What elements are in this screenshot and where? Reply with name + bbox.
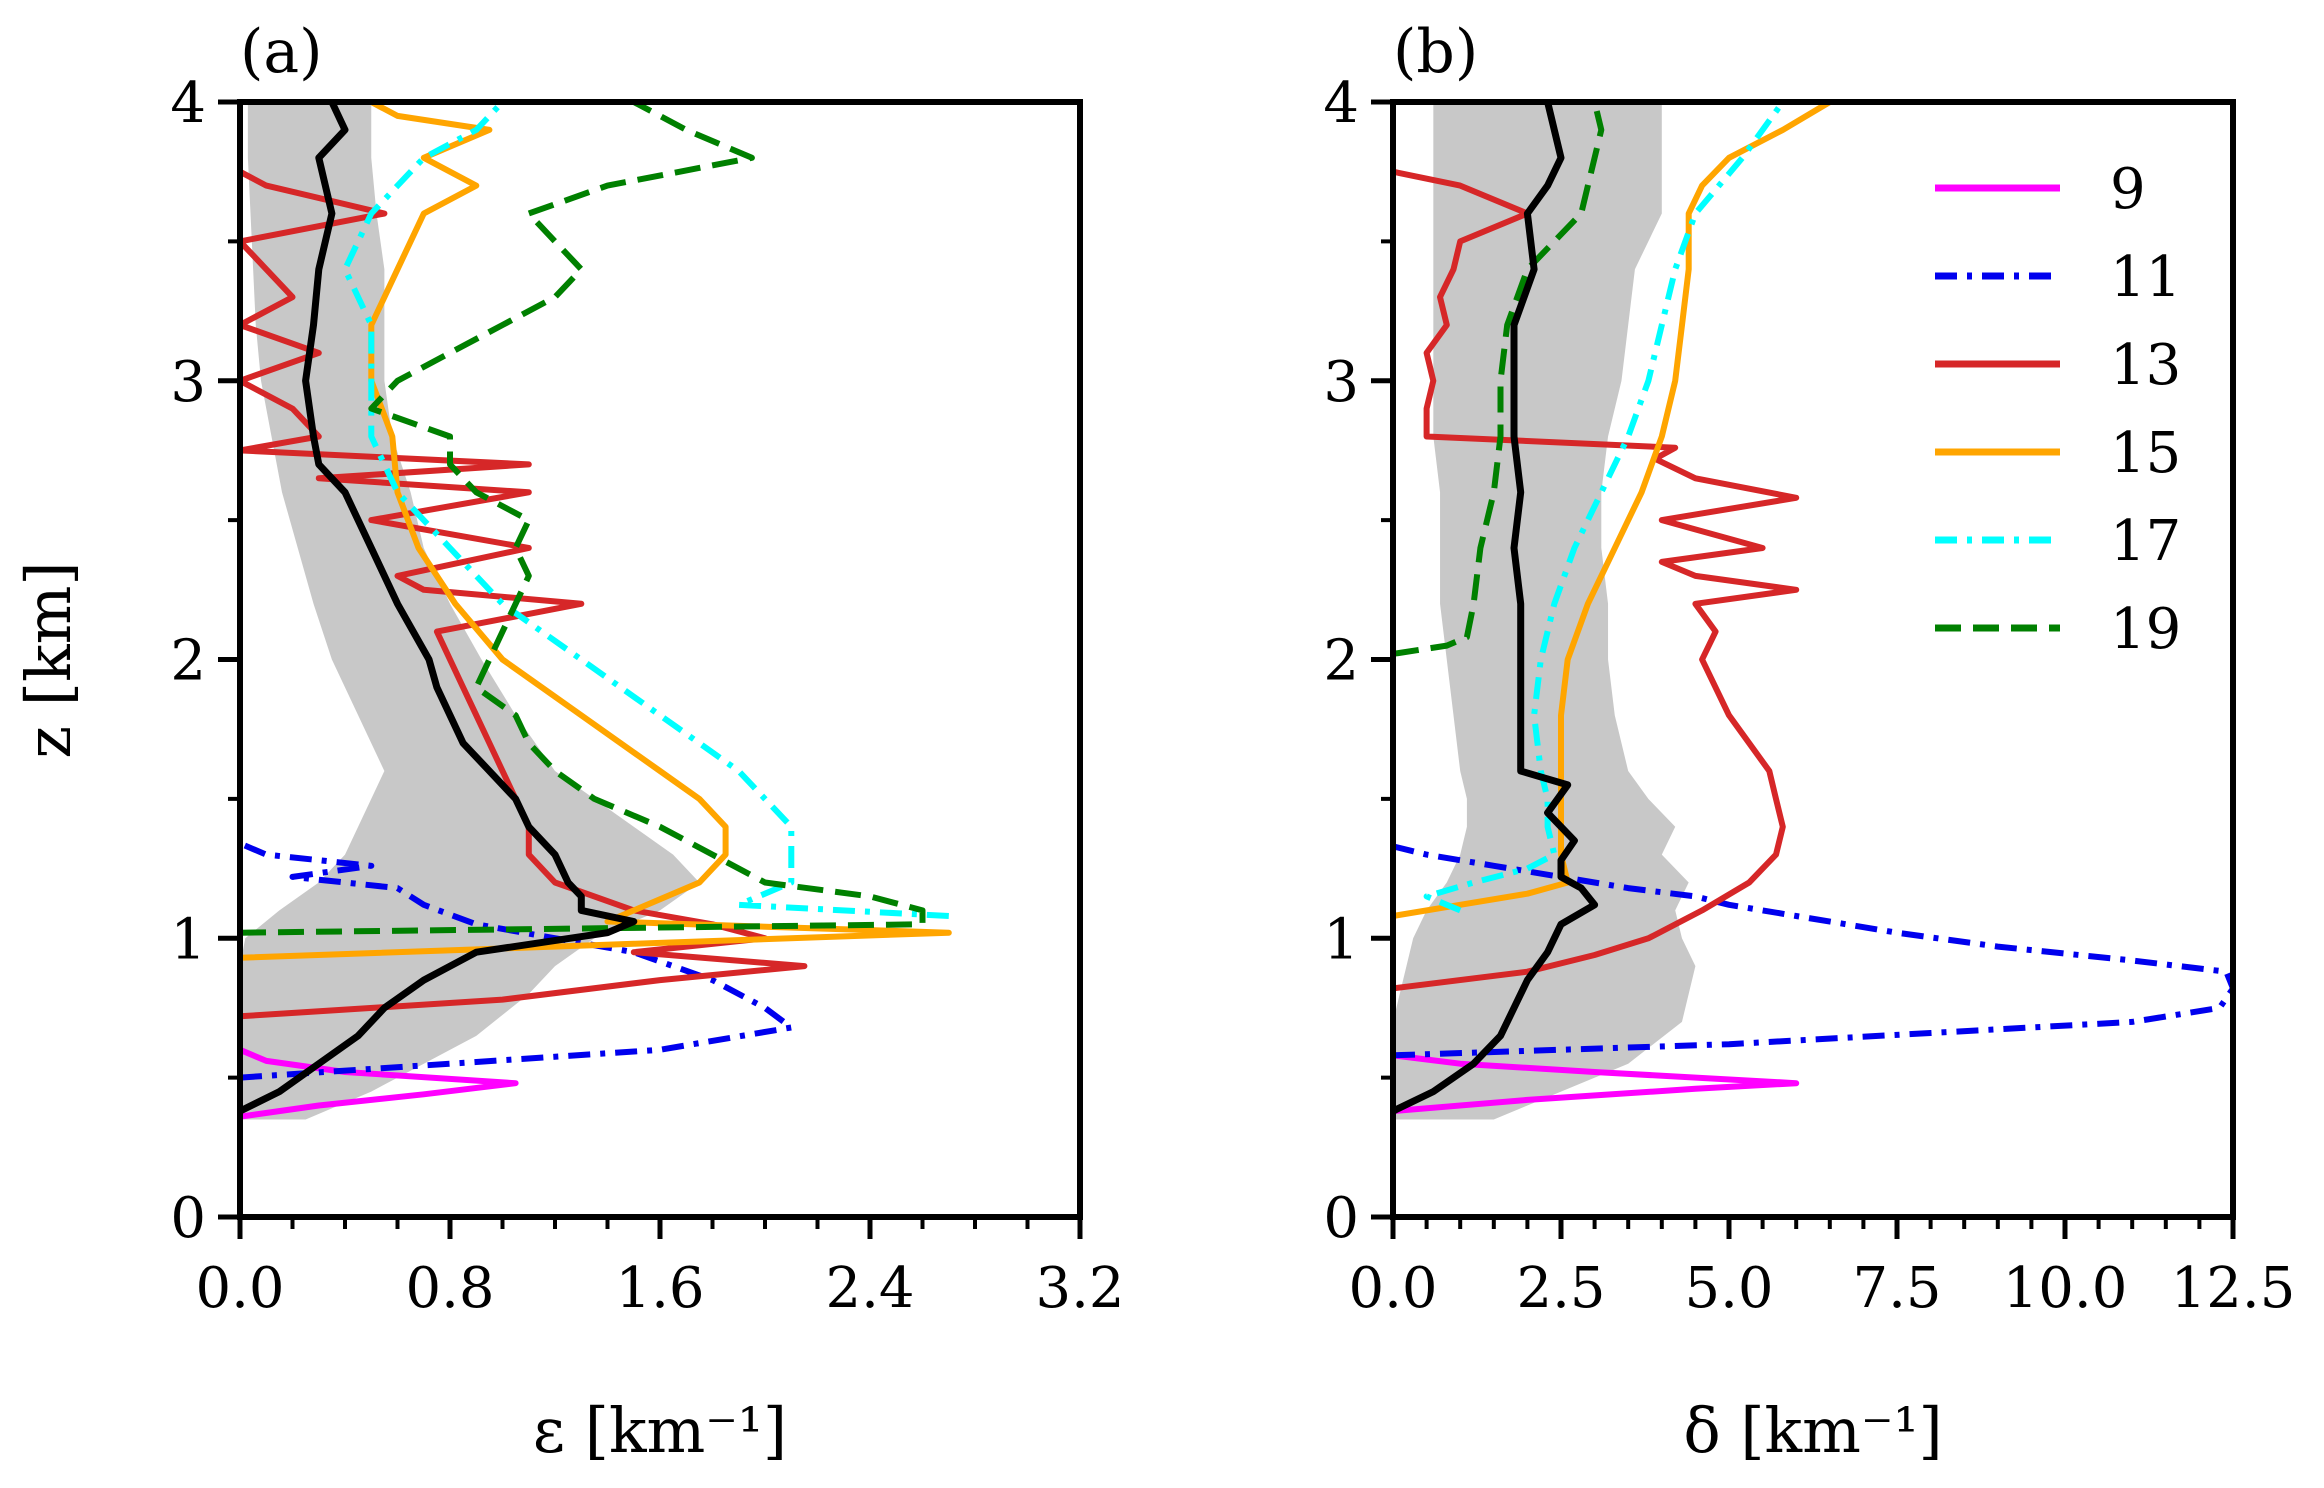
panel-b-x-tick-label: 0.0 xyxy=(1348,1256,1437,1321)
panel-b-plot-area xyxy=(1391,99,2236,1120)
panel-b-series-19-line xyxy=(1392,101,1605,657)
panel-b-x-tick-label: 12.5 xyxy=(2171,1256,2296,1321)
panel-a-series-15-line xyxy=(239,99,952,961)
panel-b-legend: 9 11 13 15 17 19 xyxy=(1935,157,2181,662)
panel-a-ticks: 0.0 0.8 1.6 2.4 3.2 0 1 2 3 4 xyxy=(170,71,1124,1321)
panel-a-x-tick-label: 0.8 xyxy=(405,1256,494,1321)
panel-a-x-tick-label: 3.2 xyxy=(1035,1256,1124,1321)
panel-a-y-tick-label: 2 xyxy=(170,629,206,694)
panel-b-series-mean-line xyxy=(1391,101,1599,1115)
legend-label-11: 11 xyxy=(2110,245,2181,310)
panel-b: (b) 0.0 2.5 5.0 7.5 10.0 12.5 0 1 2 3 4 δ [km⁻¹] 9… xyxy=(1323,17,2295,1467)
panel-a-y-tick-label: 0 xyxy=(170,1186,206,1251)
panel-b-ticks: 0.0 2.5 5.0 7.5 10.0 12.5 0 1 2 3 4 xyxy=(1323,71,2295,1321)
panel-a-label: (a) xyxy=(240,17,323,87)
panel-b-spread-band xyxy=(1393,102,1696,1120)
panel-b-series-13-line xyxy=(1392,168,1800,992)
panel-a-x-axis-title: ε [km⁻¹] xyxy=(533,1394,787,1467)
panel-a-x-tick-label: 1.6 xyxy=(615,1256,704,1321)
panel-b-series-11-line xyxy=(1392,843,2236,1059)
panel-a-series-mean-line xyxy=(238,100,638,1115)
panel-a-plot-area xyxy=(237,99,952,1120)
panel-b-x-tick-label: 2.5 xyxy=(1516,1256,1605,1321)
panel-a-y-tick-label: 1 xyxy=(170,907,206,972)
panel-b-y-tick-label: 4 xyxy=(1323,71,1359,136)
panel-a-spread-band xyxy=(240,102,700,1120)
panel-a-axes-frame xyxy=(237,99,1083,1220)
legend-label-9: 9 xyxy=(2110,157,2146,222)
panel-b-series-17-line xyxy=(1423,100,1786,914)
panel-b-x-tick-label: 5.0 xyxy=(1684,1256,1773,1321)
panel-a-series-17-line xyxy=(342,99,949,919)
panel-b-y-tick-label: 0 xyxy=(1323,1186,1359,1251)
panel-a-x-tick-label: 2.4 xyxy=(825,1256,914,1321)
legend-label-13: 13 xyxy=(2110,333,2181,398)
panel-a: (a) 0.0 0.8 1.6 2.4 3.2 0 1 2 3 4 ε [km⁻¹] z [km] xyxy=(12,17,1125,1467)
panel-a-x-tick-label: 0.0 xyxy=(195,1256,284,1321)
panel-b-y-tick-label: 1 xyxy=(1323,907,1359,972)
panel-b-y-tick-label: 2 xyxy=(1323,629,1359,694)
panel-b-x-axis-title: δ [km⁻¹] xyxy=(1683,1394,1942,1467)
panel-a-y-tick-label: 4 xyxy=(170,71,206,136)
panel-b-x-tick-label: 10.0 xyxy=(2003,1256,2128,1321)
legend-label-15: 15 xyxy=(2110,421,2181,486)
panel-b-x-tick-label: 7.5 xyxy=(1852,1256,1941,1321)
panel-a-y-axis-title: z [km] xyxy=(12,561,85,758)
panel-a-series-9-line xyxy=(238,1047,519,1120)
panel-b-y-tick-label: 3 xyxy=(1323,350,1359,415)
legend-label-17: 17 xyxy=(2110,509,2181,574)
legend-label-19: 19 xyxy=(2110,597,2181,662)
panel-b-axes-frame xyxy=(1390,99,2236,1220)
panel-b-series-9-line xyxy=(1392,1052,1800,1115)
panel-b-label: (b) xyxy=(1393,17,1478,87)
panel-a-series-19-line xyxy=(239,99,926,936)
panel-a-y-tick-label: 3 xyxy=(170,350,206,415)
